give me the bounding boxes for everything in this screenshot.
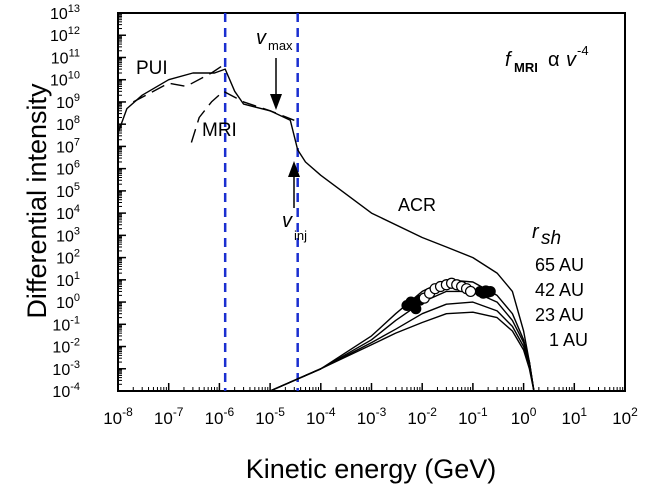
vertical-lines	[223, 13, 299, 391]
x-tick-label: 10-7	[154, 405, 184, 428]
formula-label: f MRI α v -4	[505, 43, 589, 75]
rsh-label: r sh	[532, 221, 561, 249]
formula-exponent: -4	[577, 43, 589, 58]
vinj-subscript: inj	[294, 228, 307, 243]
vmax-base: v	[256, 27, 267, 49]
formula-subscript: MRI	[514, 60, 538, 75]
x-tick-label: 10-2	[407, 405, 437, 428]
rsh-value-23: 23 AU	[535, 305, 584, 325]
x-axis-label: Kinetic energy (GeV)	[246, 454, 497, 484]
x-tick-label: 100	[511, 405, 537, 428]
y-tick-label: 10-3	[52, 359, 80, 379]
y-tick-label: 1013	[50, 3, 80, 23]
vinj-arrow	[288, 161, 300, 208]
x-tick-label: 10-5	[255, 405, 285, 428]
y-tick-label: 108	[56, 114, 80, 134]
y-tick-label: 10-2	[52, 337, 80, 357]
y-tick-label: 1010	[50, 70, 80, 90]
x-tick-label: 10-4	[306, 405, 336, 428]
x-tick-label: 10-8	[103, 405, 133, 428]
y-tick-label: 107	[56, 136, 80, 156]
data-point-filled	[484, 285, 496, 297]
observation-points	[401, 277, 496, 315]
y-tick-label: 104	[56, 203, 80, 223]
rsh-subscript: sh	[541, 228, 561, 249]
series-curve-2	[132, 65, 222, 103]
x-tick-label: 10-1	[458, 405, 488, 428]
x-tick-label: 101	[561, 405, 587, 428]
y-tick-label: 109	[56, 92, 80, 112]
y-tick-label: 10-1	[52, 314, 80, 334]
formula-f: f	[505, 49, 513, 71]
vmax-subscript: max	[268, 38, 293, 53]
x-tick-label: 102	[612, 405, 638, 428]
formula-v: v	[566, 49, 577, 71]
y-tick-label: 10-4	[52, 381, 80, 401]
axis-ticks	[117, 12, 626, 392]
pui-label: PUI	[136, 58, 168, 79]
vinj-base: v	[282, 210, 293, 232]
y-tick-label: 102	[56, 248, 80, 268]
y-tick-label: 101	[56, 270, 80, 290]
mri-label: MRI	[202, 120, 237, 141]
vinj-label: v inj	[282, 210, 307, 243]
series-curve-1	[117, 68, 535, 392]
rsh-value-1: 1 AU	[549, 330, 588, 350]
rsh-value-42: 42 AU	[535, 280, 584, 300]
x-tick-label: 10-3	[357, 405, 387, 428]
y-tick-label: 106	[56, 159, 80, 179]
y-tick-label: 1012	[50, 25, 80, 45]
y-tick-label: 105	[56, 181, 80, 201]
data-point-open	[464, 285, 477, 298]
rsh-value-65: 65 AU	[535, 255, 584, 275]
vmax-arrow	[270, 58, 282, 110]
formula-alpha: α	[548, 49, 560, 71]
y-tick-label: 100	[56, 292, 80, 312]
curves	[117, 65, 535, 392]
y-tick-label: 103	[56, 225, 80, 245]
y-tick-label: 1011	[51, 47, 80, 67]
series-curve-3	[190, 90, 295, 143]
annotations: PUI MRI ACR v max v inj f MRI α v -4 r	[136, 27, 589, 350]
rsh-base: r	[532, 221, 540, 243]
series-curve-7	[269, 311, 535, 392]
y-axis-label: Differential intensity	[22, 83, 52, 319]
vmax-label: v max	[256, 27, 293, 53]
acr-label: ACR	[398, 195, 436, 215]
x-tick-label: 10-6	[205, 405, 235, 428]
series-curve-6	[269, 301, 535, 392]
